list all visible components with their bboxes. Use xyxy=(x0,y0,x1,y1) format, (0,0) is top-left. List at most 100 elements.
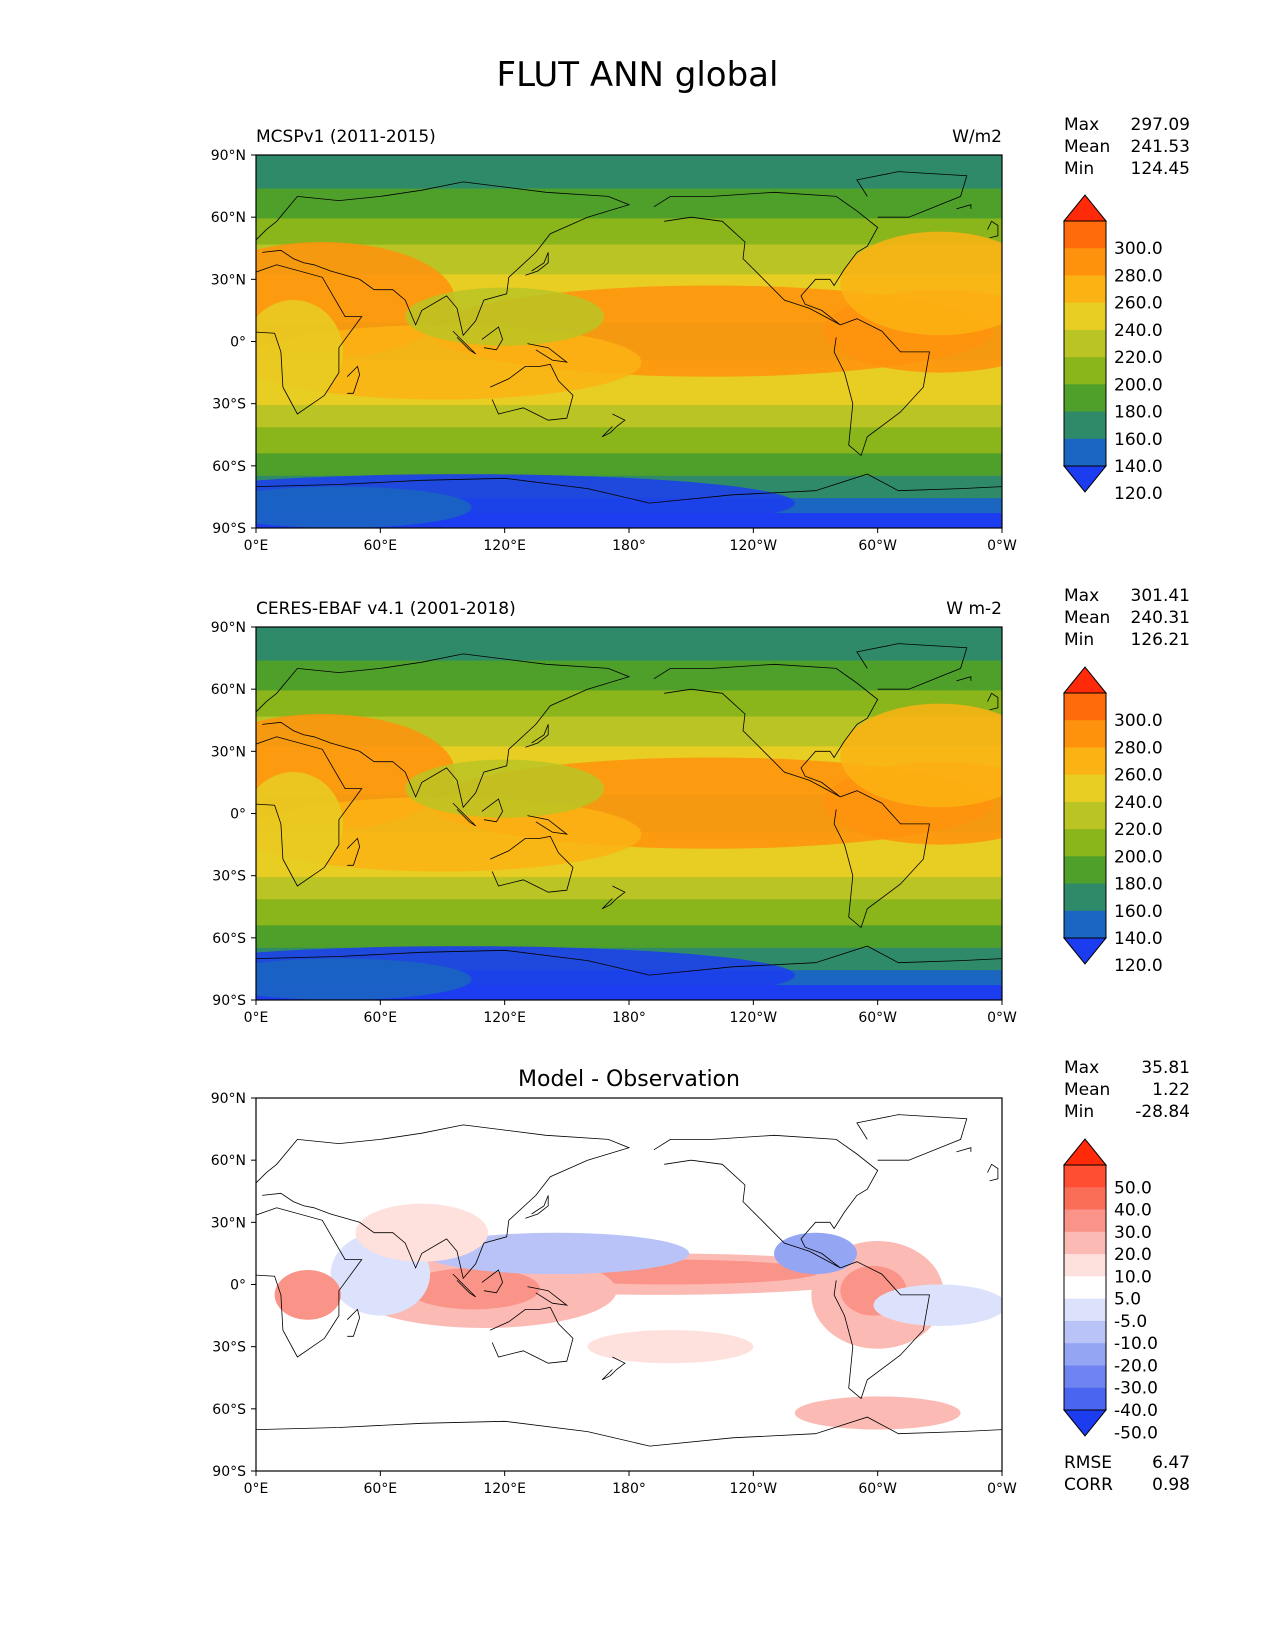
colorbar-swatch xyxy=(1064,1298,1106,1322)
stat-label: Mean xyxy=(1064,1080,1110,1100)
colorbar-swatch xyxy=(1064,384,1106,413)
coastline-11 xyxy=(527,343,569,363)
colorbar-label: 260.0 xyxy=(1114,294,1163,314)
colorbar-label: 120.0 xyxy=(1114,956,1163,976)
coastline-13 xyxy=(987,1163,999,1182)
colorbar-swatch xyxy=(1064,1187,1106,1211)
lon-tick-label: 0°E xyxy=(244,538,269,554)
colorbar-label: 220.0 xyxy=(1114,820,1163,840)
stat-label: Mean xyxy=(1064,137,1110,157)
coastline-4 xyxy=(833,318,930,457)
field-band-9 xyxy=(256,453,1002,477)
extra-stat-value: 6.47 xyxy=(1152,1453,1190,1473)
coastline-6 xyxy=(256,473,1002,504)
stat-label: Min xyxy=(1064,159,1094,179)
colorbar-label: 300.0 xyxy=(1114,711,1163,731)
lat-tick-label: 90°S xyxy=(212,521,246,537)
diff-feature-3 xyxy=(407,1267,540,1310)
coastline-6 xyxy=(256,1416,1002,1447)
stat-value: -28.84 xyxy=(1135,1102,1190,1122)
lat-tick-label: 90°N xyxy=(211,148,246,164)
coastline-10 xyxy=(452,1273,476,1298)
lon-tick-label: 60°E xyxy=(363,1010,397,1026)
coastline-14 xyxy=(956,1147,972,1153)
coastline-13 xyxy=(987,692,999,711)
coastline-5 xyxy=(856,1114,968,1161)
colorbar-swatch xyxy=(1064,801,1106,830)
colorbar-swatch xyxy=(1064,1343,1106,1366)
colorbar-swatch xyxy=(1064,1365,1106,1389)
colorbar-swatch xyxy=(1064,774,1106,803)
coastline-13 xyxy=(987,220,999,239)
coastline-10 xyxy=(452,330,476,355)
diff-feature-6 xyxy=(423,1232,690,1275)
colorbar-label: 160.0 xyxy=(1114,902,1163,922)
panel-title-left: CERES-EBAF v4.1 (2001-2018) xyxy=(256,599,516,619)
stat-value: 297.09 xyxy=(1131,115,1190,135)
diff-feature-11 xyxy=(587,1330,754,1364)
colorbar-swatch xyxy=(1064,1320,1106,1344)
colorbar-label: 5.0 xyxy=(1114,1290,1141,1310)
lat-tick-label: 60°N xyxy=(211,210,246,226)
coastline-3 xyxy=(653,1134,879,1269)
lon-tick-label: 120°W xyxy=(730,1481,778,1497)
colorbar-swatch xyxy=(1064,1209,1106,1233)
colorbar-label: 280.0 xyxy=(1114,738,1163,758)
lat-tick-label: 60°S xyxy=(212,1402,246,1418)
coastline-14 xyxy=(956,676,972,682)
lat-tick-label: 0° xyxy=(230,335,246,351)
stat-value: 301.41 xyxy=(1131,586,1190,606)
coastline-11 xyxy=(527,815,569,835)
lon-tick-label: 60°E xyxy=(363,1481,397,1497)
map-field xyxy=(256,1098,1002,1471)
lat-tick-label: 0° xyxy=(230,807,246,823)
field-feature-3 xyxy=(256,324,642,400)
colorbar-label: 20.0 xyxy=(1114,1245,1152,1265)
lat-tick-label: 60°N xyxy=(211,1153,246,1169)
colorbar-swatch xyxy=(1064,1276,1106,1300)
field-band-2 xyxy=(256,218,1002,246)
coastline-8 xyxy=(525,252,549,276)
panel-title-left: MCSPv1 (2011-2015) xyxy=(256,127,436,147)
colorbar-label: 260.0 xyxy=(1114,766,1163,786)
panel-units: W m-2 xyxy=(946,599,1002,619)
colorbar-extend-max xyxy=(1062,666,1108,694)
coastline-12 xyxy=(601,885,626,910)
coastline-3 xyxy=(653,663,879,798)
colorbar-frame xyxy=(1063,692,1107,939)
panel-units: W/m2 xyxy=(952,127,1002,147)
colorbar-label: 240.0 xyxy=(1114,793,1163,813)
coastline-5 xyxy=(856,171,968,218)
colorbar-label: 160.0 xyxy=(1114,430,1163,450)
lat-tick-label: 90°N xyxy=(211,620,246,636)
field-feature-7 xyxy=(405,759,605,818)
lon-tick-label: 0°W xyxy=(987,538,1017,554)
extra-stat-label: RMSE xyxy=(1064,1453,1112,1473)
coastline-8 xyxy=(525,1195,549,1219)
colorbar-label: 240.0 xyxy=(1114,321,1163,341)
colorbar-label: 220.0 xyxy=(1114,348,1163,368)
lat-tick-label: 60°S xyxy=(212,459,246,475)
lon-tick-label: 120°E xyxy=(483,1481,526,1497)
colorbar-swatch xyxy=(1064,357,1106,385)
coastline-5 xyxy=(856,643,968,690)
stat-value: 1.22 xyxy=(1152,1080,1190,1100)
coastline-1 xyxy=(256,181,631,337)
coastline-1 xyxy=(256,653,631,809)
coastline-10 xyxy=(452,802,476,827)
colorbar-swatch xyxy=(1064,856,1106,885)
field-band-7 xyxy=(256,404,1002,429)
lon-tick-label: 180° xyxy=(612,1481,646,1497)
colorbar-label: 280.0 xyxy=(1114,266,1163,286)
coastline-2 xyxy=(490,363,574,421)
colorbar-swatch xyxy=(1064,329,1106,358)
lat-tick-label: 60°N xyxy=(211,682,246,698)
lon-tick-label: 0°W xyxy=(987,1481,1017,1497)
colorbar-label: 300.0 xyxy=(1114,239,1163,259)
coastline-9 xyxy=(481,1269,504,1294)
lon-tick-label: 120°W xyxy=(730,1010,778,1026)
field-feature-8 xyxy=(256,772,344,876)
colorbar-label: 30.0 xyxy=(1114,1223,1152,1243)
colorbar-swatch xyxy=(1064,829,1106,857)
coastline-9 xyxy=(481,326,504,351)
